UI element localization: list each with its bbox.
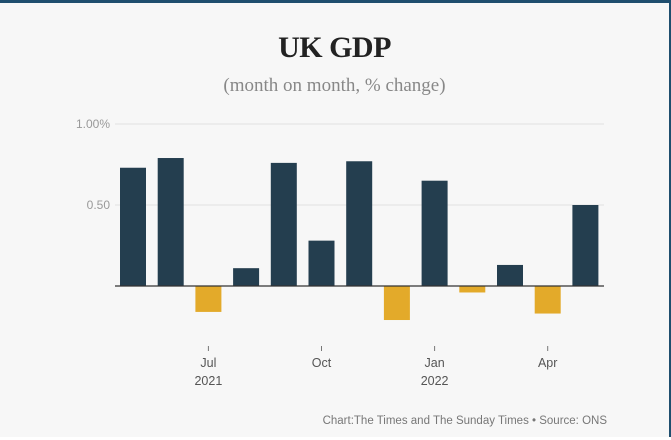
x-tick-year-label: 2021 bbox=[194, 374, 222, 388]
chart-title: UK GDP bbox=[278, 31, 391, 64]
bar-chart: 1.00% 0.50 Jul 2021 Oct Jan 2022 Apr bbox=[76, 117, 604, 388]
x-tick-label: Oct bbox=[312, 356, 332, 370]
bar-jun-2021 bbox=[157, 158, 184, 286]
y-tick-label: 1.00% bbox=[76, 117, 110, 131]
bar-mar-2022 bbox=[497, 264, 523, 286]
bar-dec-2021 bbox=[383, 286, 410, 321]
bar-nov-2021 bbox=[346, 161, 373, 286]
bar-jan-2022 bbox=[421, 180, 448, 286]
x-tick-year-label: 2022 bbox=[421, 374, 449, 388]
x-tick-label: Jul bbox=[200, 356, 216, 370]
bar-sep-2021 bbox=[270, 162, 297, 286]
bar-aug-2021 bbox=[233, 268, 260, 286]
bar-may-2021 bbox=[120, 167, 146, 286]
source-credit: Chart:The Times and The Sunday Times • S… bbox=[322, 415, 607, 427]
bar-jul-2021 bbox=[195, 286, 222, 312]
bar-feb-2022 bbox=[459, 286, 486, 293]
grid-layer: 1.00% 0.50 bbox=[76, 117, 604, 212]
bar-layer bbox=[120, 158, 599, 321]
bar-oct-2021 bbox=[308, 240, 335, 286]
axis-layer: Jul 2021 Oct Jan 2022 Apr bbox=[115, 285, 604, 388]
x-tick-label: Apr bbox=[538, 356, 557, 370]
y-tick-label: 0.50 bbox=[87, 198, 111, 212]
bar-apr-2022 bbox=[534, 286, 561, 314]
bar-may-2022 bbox=[572, 205, 599, 286]
x-tick-label: Jan bbox=[425, 356, 445, 370]
chart-subtitle: (month on month, % change) bbox=[223, 75, 446, 96]
